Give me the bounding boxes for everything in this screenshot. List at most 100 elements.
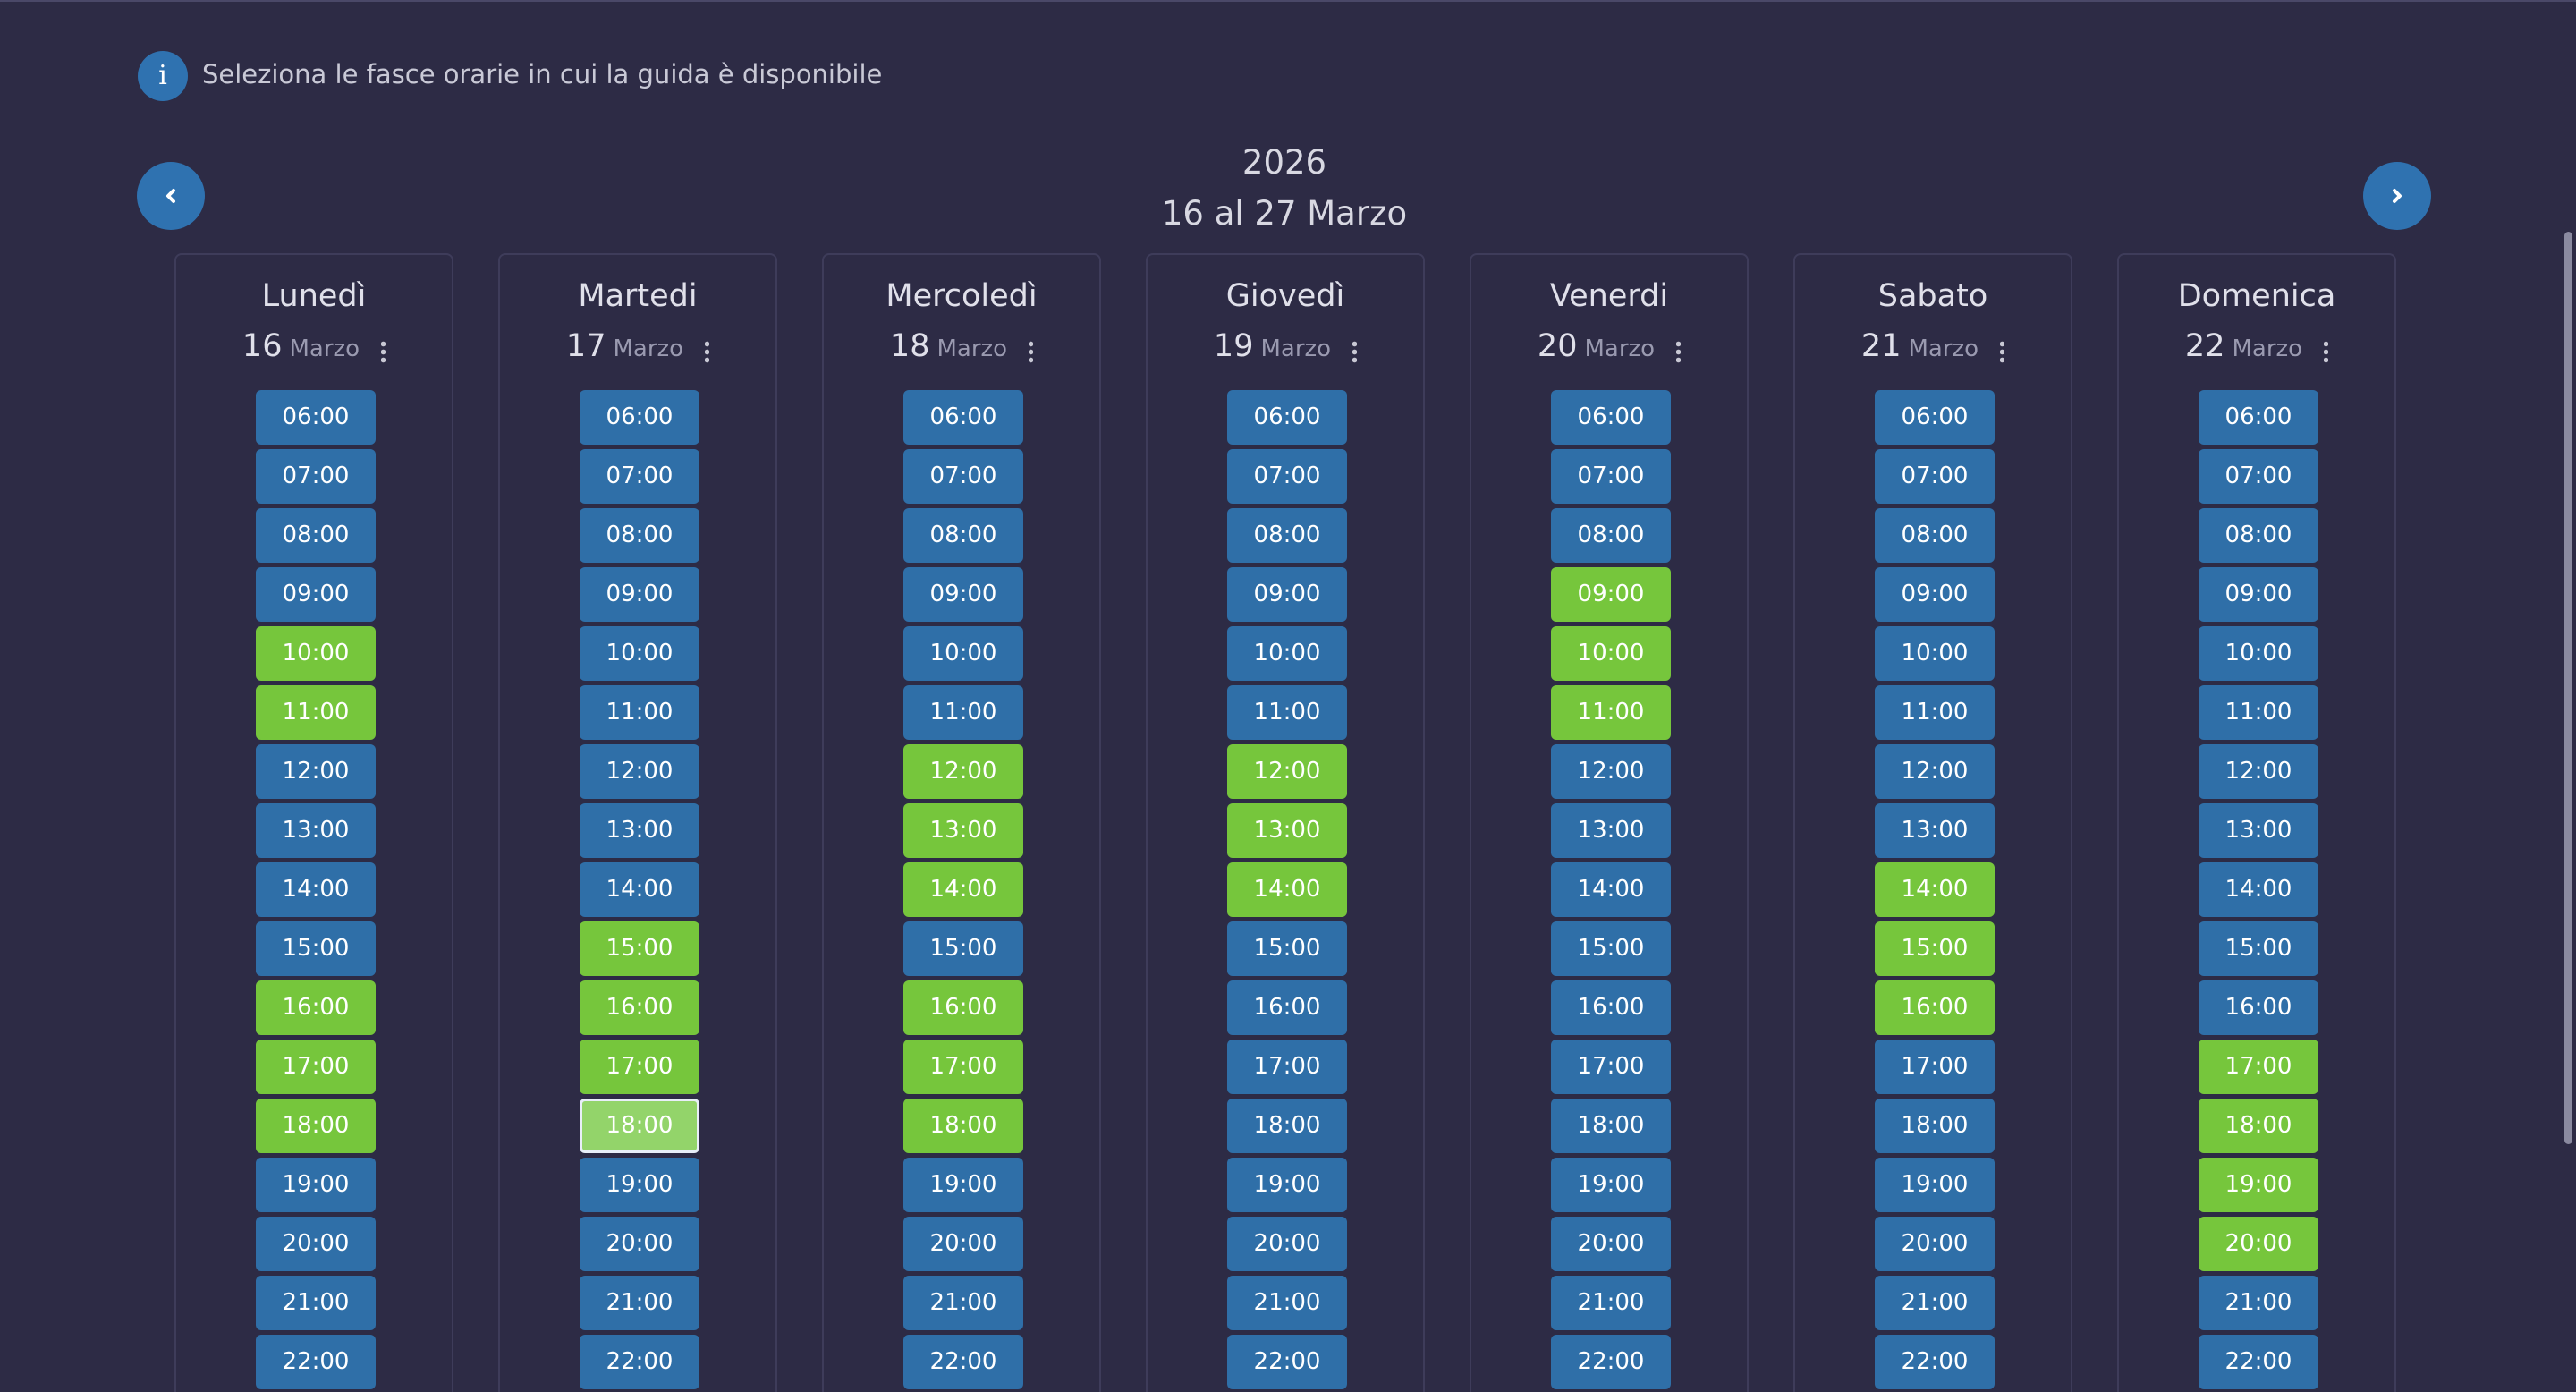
time-slot[interactable]: 14:00	[580, 862, 699, 917]
time-slot[interactable]: 07:00	[256, 449, 376, 504]
time-slot[interactable]: 21:00	[2199, 1276, 2318, 1330]
time-slot[interactable]: 15:00	[256, 921, 376, 976]
time-slot[interactable]: 22:00	[580, 1335, 699, 1389]
day-menu[interactable]	[381, 340, 386, 364]
time-slot[interactable]: 06:00	[903, 390, 1023, 445]
time-slot[interactable]: 20:00	[1551, 1217, 1671, 1271]
time-slot[interactable]: 12:00	[1227, 744, 1347, 799]
time-slot[interactable]: 13:00	[1875, 803, 1995, 858]
time-slot[interactable]: 15:00	[903, 921, 1023, 976]
time-slot[interactable]: 11:00	[256, 685, 376, 740]
time-slot[interactable]: 12:00	[903, 744, 1023, 799]
time-slot[interactable]: 13:00	[903, 803, 1023, 858]
time-slot[interactable]: 17:00	[2199, 1040, 2318, 1094]
time-slot[interactable]: 07:00	[580, 449, 699, 504]
time-slot[interactable]: 19:00	[903, 1158, 1023, 1212]
time-slot[interactable]: 16:00	[2199, 980, 2318, 1035]
time-slot[interactable]: 09:00	[1875, 567, 1995, 622]
time-slot[interactable]: 06:00	[1227, 390, 1347, 445]
day-menu[interactable]	[705, 340, 710, 364]
time-slot[interactable]: 18:00	[903, 1099, 1023, 1153]
time-slot[interactable]: 09:00	[1227, 567, 1347, 622]
time-slot[interactable]: 07:00	[1227, 449, 1347, 504]
time-slot[interactable]: 21:00	[1875, 1276, 1995, 1330]
day-menu[interactable]	[2324, 340, 2329, 364]
time-slot[interactable]: 07:00	[903, 449, 1023, 504]
time-slot[interactable]: 10:00	[2199, 626, 2318, 681]
time-slot[interactable]: 12:00	[1551, 744, 1671, 799]
time-slot[interactable]: 10:00	[1551, 626, 1671, 681]
time-slot[interactable]: 14:00	[2199, 862, 2318, 917]
time-slot[interactable]: 08:00	[256, 508, 376, 563]
time-slot[interactable]: 15:00	[580, 921, 699, 976]
time-slot[interactable]: 17:00	[1551, 1040, 1671, 1094]
time-slot[interactable]: 20:00	[2199, 1217, 2318, 1271]
time-slot[interactable]: 19:00	[1227, 1158, 1347, 1212]
time-slot[interactable]: 16:00	[903, 980, 1023, 1035]
time-slot[interactable]: 13:00	[2199, 803, 2318, 858]
time-slot[interactable]: 16:00	[256, 980, 376, 1035]
time-slot[interactable]: 06:00	[2199, 390, 2318, 445]
time-slot[interactable]: 14:00	[1227, 862, 1347, 917]
time-slot[interactable]: 08:00	[1227, 508, 1347, 563]
scrollbar[interactable]	[2564, 232, 2572, 1144]
time-slot[interactable]: 09:00	[903, 567, 1023, 622]
time-slot[interactable]: 22:00	[1875, 1335, 1995, 1389]
time-slot[interactable]: 08:00	[903, 508, 1023, 563]
time-slot[interactable]: 06:00	[1551, 390, 1671, 445]
time-slot[interactable]: 16:00	[1227, 980, 1347, 1035]
time-slot[interactable]: 20:00	[1227, 1217, 1347, 1271]
day-menu[interactable]	[1676, 340, 1682, 364]
time-slot[interactable]: 15:00	[1551, 921, 1671, 976]
time-slot[interactable]: 08:00	[1875, 508, 1995, 563]
time-slot[interactable]: 09:00	[1551, 567, 1671, 622]
time-slot[interactable]: 06:00	[1875, 390, 1995, 445]
time-slot[interactable]: 13:00	[580, 803, 699, 858]
time-slot[interactable]: 16:00	[1875, 980, 1995, 1035]
time-slot[interactable]: 10:00	[903, 626, 1023, 681]
time-slot[interactable]: 14:00	[1551, 862, 1671, 917]
time-slot[interactable]: 11:00	[1551, 685, 1671, 740]
time-slot[interactable]: 18:00	[2199, 1099, 2318, 1153]
time-slot[interactable]: 14:00	[1875, 862, 1995, 917]
time-slot[interactable]: 15:00	[1875, 921, 1995, 976]
time-slot[interactable]: 19:00	[256, 1158, 376, 1212]
day-menu[interactable]	[1352, 340, 1358, 364]
time-slot[interactable]: 18:00	[256, 1099, 376, 1153]
time-slot[interactable]: 18:00	[1875, 1099, 1995, 1153]
time-slot[interactable]: 19:00	[1875, 1158, 1995, 1212]
prev-button[interactable]	[137, 162, 205, 230]
time-slot[interactable]: 20:00	[903, 1217, 1023, 1271]
time-slot[interactable]: 06:00	[580, 390, 699, 445]
time-slot[interactable]: 22:00	[1551, 1335, 1671, 1389]
time-slot[interactable]: 21:00	[256, 1276, 376, 1330]
time-slot[interactable]: 12:00	[256, 744, 376, 799]
time-slot[interactable]: 07:00	[1551, 449, 1671, 504]
time-slot[interactable]: 21:00	[903, 1276, 1023, 1330]
time-slot[interactable]: 06:00	[256, 390, 376, 445]
time-slot[interactable]: 17:00	[903, 1040, 1023, 1094]
time-slot[interactable]: 15:00	[1227, 921, 1347, 976]
time-slot[interactable]: 14:00	[903, 862, 1023, 917]
time-slot[interactable]: 09:00	[2199, 567, 2318, 622]
time-slot[interactable]: 20:00	[256, 1217, 376, 1271]
time-slot[interactable]: 11:00	[580, 685, 699, 740]
time-slot[interactable]: 18:00	[1551, 1099, 1671, 1153]
time-slot[interactable]: 13:00	[256, 803, 376, 858]
day-menu[interactable]	[1029, 340, 1034, 364]
time-slot[interactable]: 09:00	[256, 567, 376, 622]
time-slot[interactable]: 13:00	[1551, 803, 1671, 858]
time-slot[interactable]: 11:00	[1227, 685, 1347, 740]
time-slot[interactable]: 12:00	[1875, 744, 1995, 799]
time-slot[interactable]: 07:00	[2199, 449, 2318, 504]
time-slot[interactable]: 11:00	[2199, 685, 2318, 740]
time-slot[interactable]: 10:00	[256, 626, 376, 681]
time-slot[interactable]: 08:00	[2199, 508, 2318, 563]
time-slot[interactable]: 10:00	[1875, 626, 1995, 681]
time-slot[interactable]: 14:00	[256, 862, 376, 917]
next-button[interactable]	[2363, 162, 2431, 230]
time-slot[interactable]: 08:00	[1551, 508, 1671, 563]
time-slot[interactable]: 22:00	[1227, 1335, 1347, 1389]
time-slot[interactable]: 22:00	[903, 1335, 1023, 1389]
time-slot[interactable]: 21:00	[580, 1276, 699, 1330]
